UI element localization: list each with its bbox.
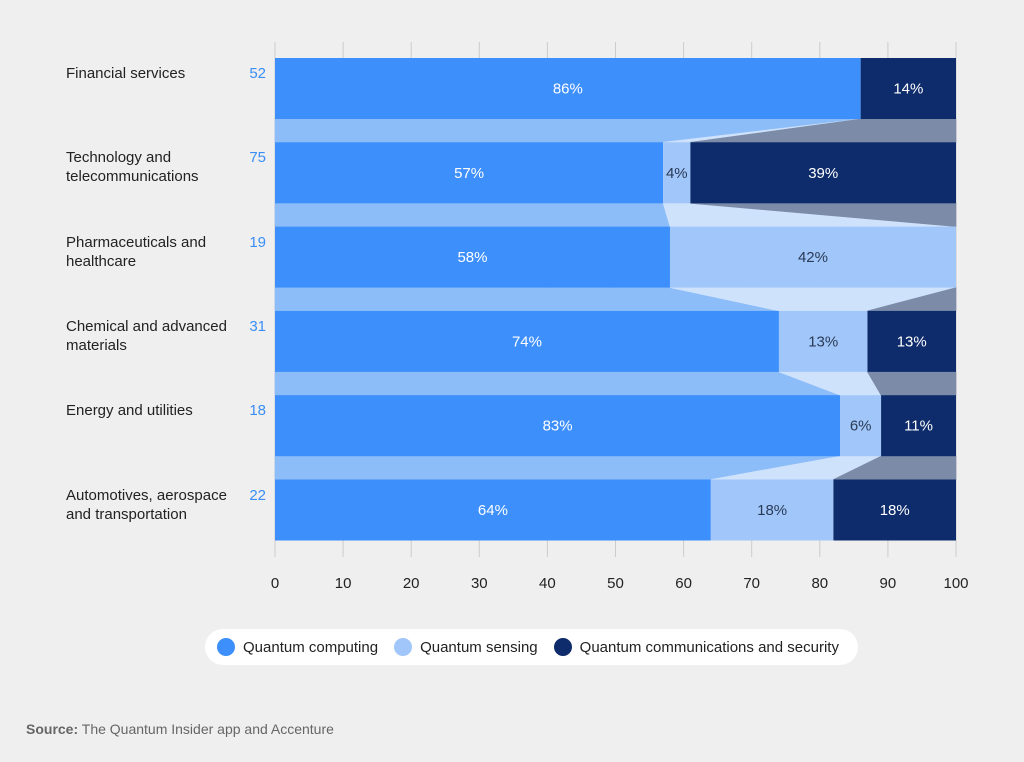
- legend-item-quantum-communications[interactable]: Quantum communications and security: [553, 638, 839, 656]
- category-label: Automotives, aerospace and transportation: [66, 486, 227, 523]
- category-label: Technology and telecommunications: [66, 149, 199, 186]
- legend-label-quantum-sensing: Quantum sensing: [420, 638, 538, 656]
- data-label: 83%: [543, 418, 573, 435]
- bar-segment: [778, 310, 868, 372]
- bar-segment: [275, 395, 841, 457]
- stacked-bar-chart: 0 10 20 30 40 50 60 70 80 90 100 86% 14% 57% 4% 39% 58% 4…: [271, 42, 969, 592]
- data-label: 18%: [880, 502, 910, 519]
- bar-segment: [275, 226, 670, 288]
- bar-segment: [840, 395, 882, 457]
- data-label: 74%: [512, 333, 542, 350]
- data-label: 42%: [798, 249, 828, 266]
- data-label: 6%: [850, 418, 872, 435]
- bar-segment: [669, 226, 956, 288]
- bar-segment: [710, 479, 834, 541]
- bar-segment: [833, 479, 956, 541]
- data-label: 18%: [757, 502, 787, 519]
- bar-segment: [275, 142, 664, 204]
- source-prefix: Source:: [26, 721, 79, 737]
- legend: Quantum computing Quantum sensing Quantu…: [205, 629, 858, 665]
- data-label: 64%: [478, 502, 508, 519]
- x-tick-label: 50: [607, 575, 624, 592]
- bar-segment: [275, 58, 861, 119]
- bar-segment: [663, 142, 691, 204]
- bar-segment: [881, 395, 956, 457]
- respondent-count: 75: [249, 149, 266, 167]
- legend-label-quantum-communications: Quantum communications and security: [579, 638, 839, 656]
- x-tick-label: 0: [271, 575, 279, 592]
- category-label: Energy and utilities: [66, 402, 193, 420]
- x-tick-label: 30: [471, 575, 488, 592]
- data-label: 57%: [454, 165, 484, 182]
- legend-label-quantum-computing: Quantum computing: [243, 638, 379, 656]
- bar-segment: [690, 142, 956, 204]
- respondent-count: 52: [249, 65, 266, 82]
- category-label: Financial services: [66, 65, 186, 82]
- bar-segment: [860, 58, 956, 119]
- connector-band: [274, 371, 841, 396]
- bar-segment: [275, 310, 779, 372]
- bar-segment: [275, 479, 711, 541]
- source-note: Source: The Quantum Insider app and Acce…: [26, 721, 334, 737]
- source-text: The Quantum Insider app and Accenture: [78, 721, 334, 737]
- connector-band: [274, 203, 671, 227]
- respondent-count: 19: [249, 233, 266, 251]
- x-tick-label: 10: [335, 575, 352, 592]
- legend-swatch-quantum-sensing: [394, 638, 413, 656]
- legend-item-quantum-computing[interactable]: Quantum computing: [217, 638, 378, 656]
- legend-swatch-quantum-computing: [217, 638, 235, 656]
- data-label: 11%: [904, 418, 933, 435]
- data-label: 13%: [897, 333, 927, 350]
- data-label: 13%: [808, 333, 838, 350]
- x-tick-label: 90: [880, 575, 897, 592]
- x-tick-label: 70: [743, 575, 760, 592]
- legend-item-quantum-sensing[interactable]: Quantum sensing: [394, 638, 538, 656]
- respondent-count: 18: [249, 402, 266, 420]
- respondent-count: 22: [249, 486, 266, 504]
- connector-band: [866, 371, 957, 396]
- category-label: Chemical and advanced materials: [66, 317, 227, 354]
- data-label: 86%: [553, 81, 583, 98]
- data-label: 4%: [666, 165, 688, 182]
- bar-segment: [867, 310, 956, 372]
- category-label: Pharmaceuticals and healthcare: [66, 233, 207, 270]
- x-tick-label: 100: [943, 575, 968, 592]
- data-label: 14%: [893, 81, 923, 98]
- x-tick-label: 60: [675, 575, 692, 592]
- x-tick-label: 40: [539, 575, 556, 592]
- respondent-count: 31: [249, 317, 266, 335]
- legend-swatch-quantum-communications: [553, 638, 572, 656]
- data-label: 58%: [457, 249, 487, 266]
- data-label: 39%: [808, 165, 838, 182]
- x-tick-label: 20: [403, 575, 420, 592]
- x-tick-label: 80: [811, 575, 828, 592]
